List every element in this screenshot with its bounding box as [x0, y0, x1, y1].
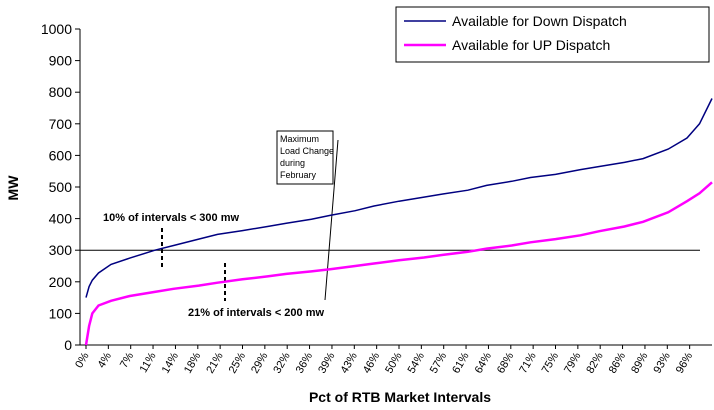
legend	[395, 6, 710, 63]
x-tick-label: 46%	[361, 350, 383, 375]
x-tick-label: 36%	[294, 350, 316, 375]
data-line	[84, 181, 713, 346]
legend-label: Available for UP Dispatch	[452, 37, 610, 53]
y-tick-label: 100	[49, 305, 73, 321]
x-tick-label: 18%	[182, 350, 204, 375]
x-tick-label: 43%	[338, 350, 360, 375]
x-tick-label: 64%	[473, 350, 495, 375]
x-tick-label: 39%	[316, 350, 338, 375]
box-annotation-line: Load Change	[280, 146, 334, 156]
y-tick-label: 600	[49, 147, 73, 163]
x-tick-label: 0%	[73, 350, 91, 370]
annotation: 10% of intervals < 300 mw	[103, 212, 239, 224]
y-tick-label: 500	[49, 179, 73, 195]
x-tick-label: 32%	[271, 350, 293, 375]
y-tick-label: 800	[49, 84, 73, 100]
x-tick-label: 7%	[118, 350, 136, 370]
x-tick-label: 75%	[540, 350, 562, 375]
data-line	[85, 98, 713, 298]
x-tick-label: 82%	[584, 350, 606, 375]
x-tick-label: 89%	[629, 350, 651, 375]
y-tick-label: 1000	[41, 21, 72, 37]
x-tick-label: 96%	[674, 350, 696, 375]
box-annotation-line: Maximum	[280, 134, 319, 144]
box-annotation-line: during	[280, 158, 305, 168]
x-tick-label: 68%	[495, 350, 517, 375]
annotation-box	[276, 130, 334, 185]
y-tick-label: 700	[49, 116, 73, 132]
x-tick-label: 79%	[562, 350, 584, 375]
x-tick-label: 71%	[517, 350, 539, 375]
y-tick-label: 200	[49, 274, 73, 290]
x-tick-label: 57%	[428, 350, 450, 375]
x-tick-label: 54%	[406, 350, 428, 375]
y-tick-label: 300	[49, 242, 73, 258]
legend-label: Available for Down Dispatch	[452, 13, 627, 29]
x-tick-label: 21%	[204, 350, 226, 375]
x-tick-label: 61%	[450, 350, 472, 375]
box-annotation-line: February	[280, 170, 317, 180]
y-axis-title: MW	[5, 175, 21, 201]
annotation: 21% of intervals < 200 mw	[188, 307, 324, 319]
x-tick-label: 25%	[227, 350, 249, 375]
y-tick-label: 0	[64, 337, 72, 353]
y-tick-label: 400	[49, 211, 73, 227]
x-tick-label: 50%	[383, 350, 405, 375]
x-tick-label: 29%	[249, 350, 271, 375]
x-tick-label: 11%	[138, 350, 159, 375]
y-tick-label: 900	[49, 53, 73, 69]
x-tick-label: 93%	[651, 350, 673, 375]
callout-line	[324, 139, 339, 301]
x-tick-label: 86%	[607, 350, 629, 375]
x-tick-label: 4%	[96, 350, 114, 370]
x-tick-label: 14%	[160, 350, 182, 375]
x-axis-title: Pct of RTB Market Intervals	[309, 389, 491, 405]
